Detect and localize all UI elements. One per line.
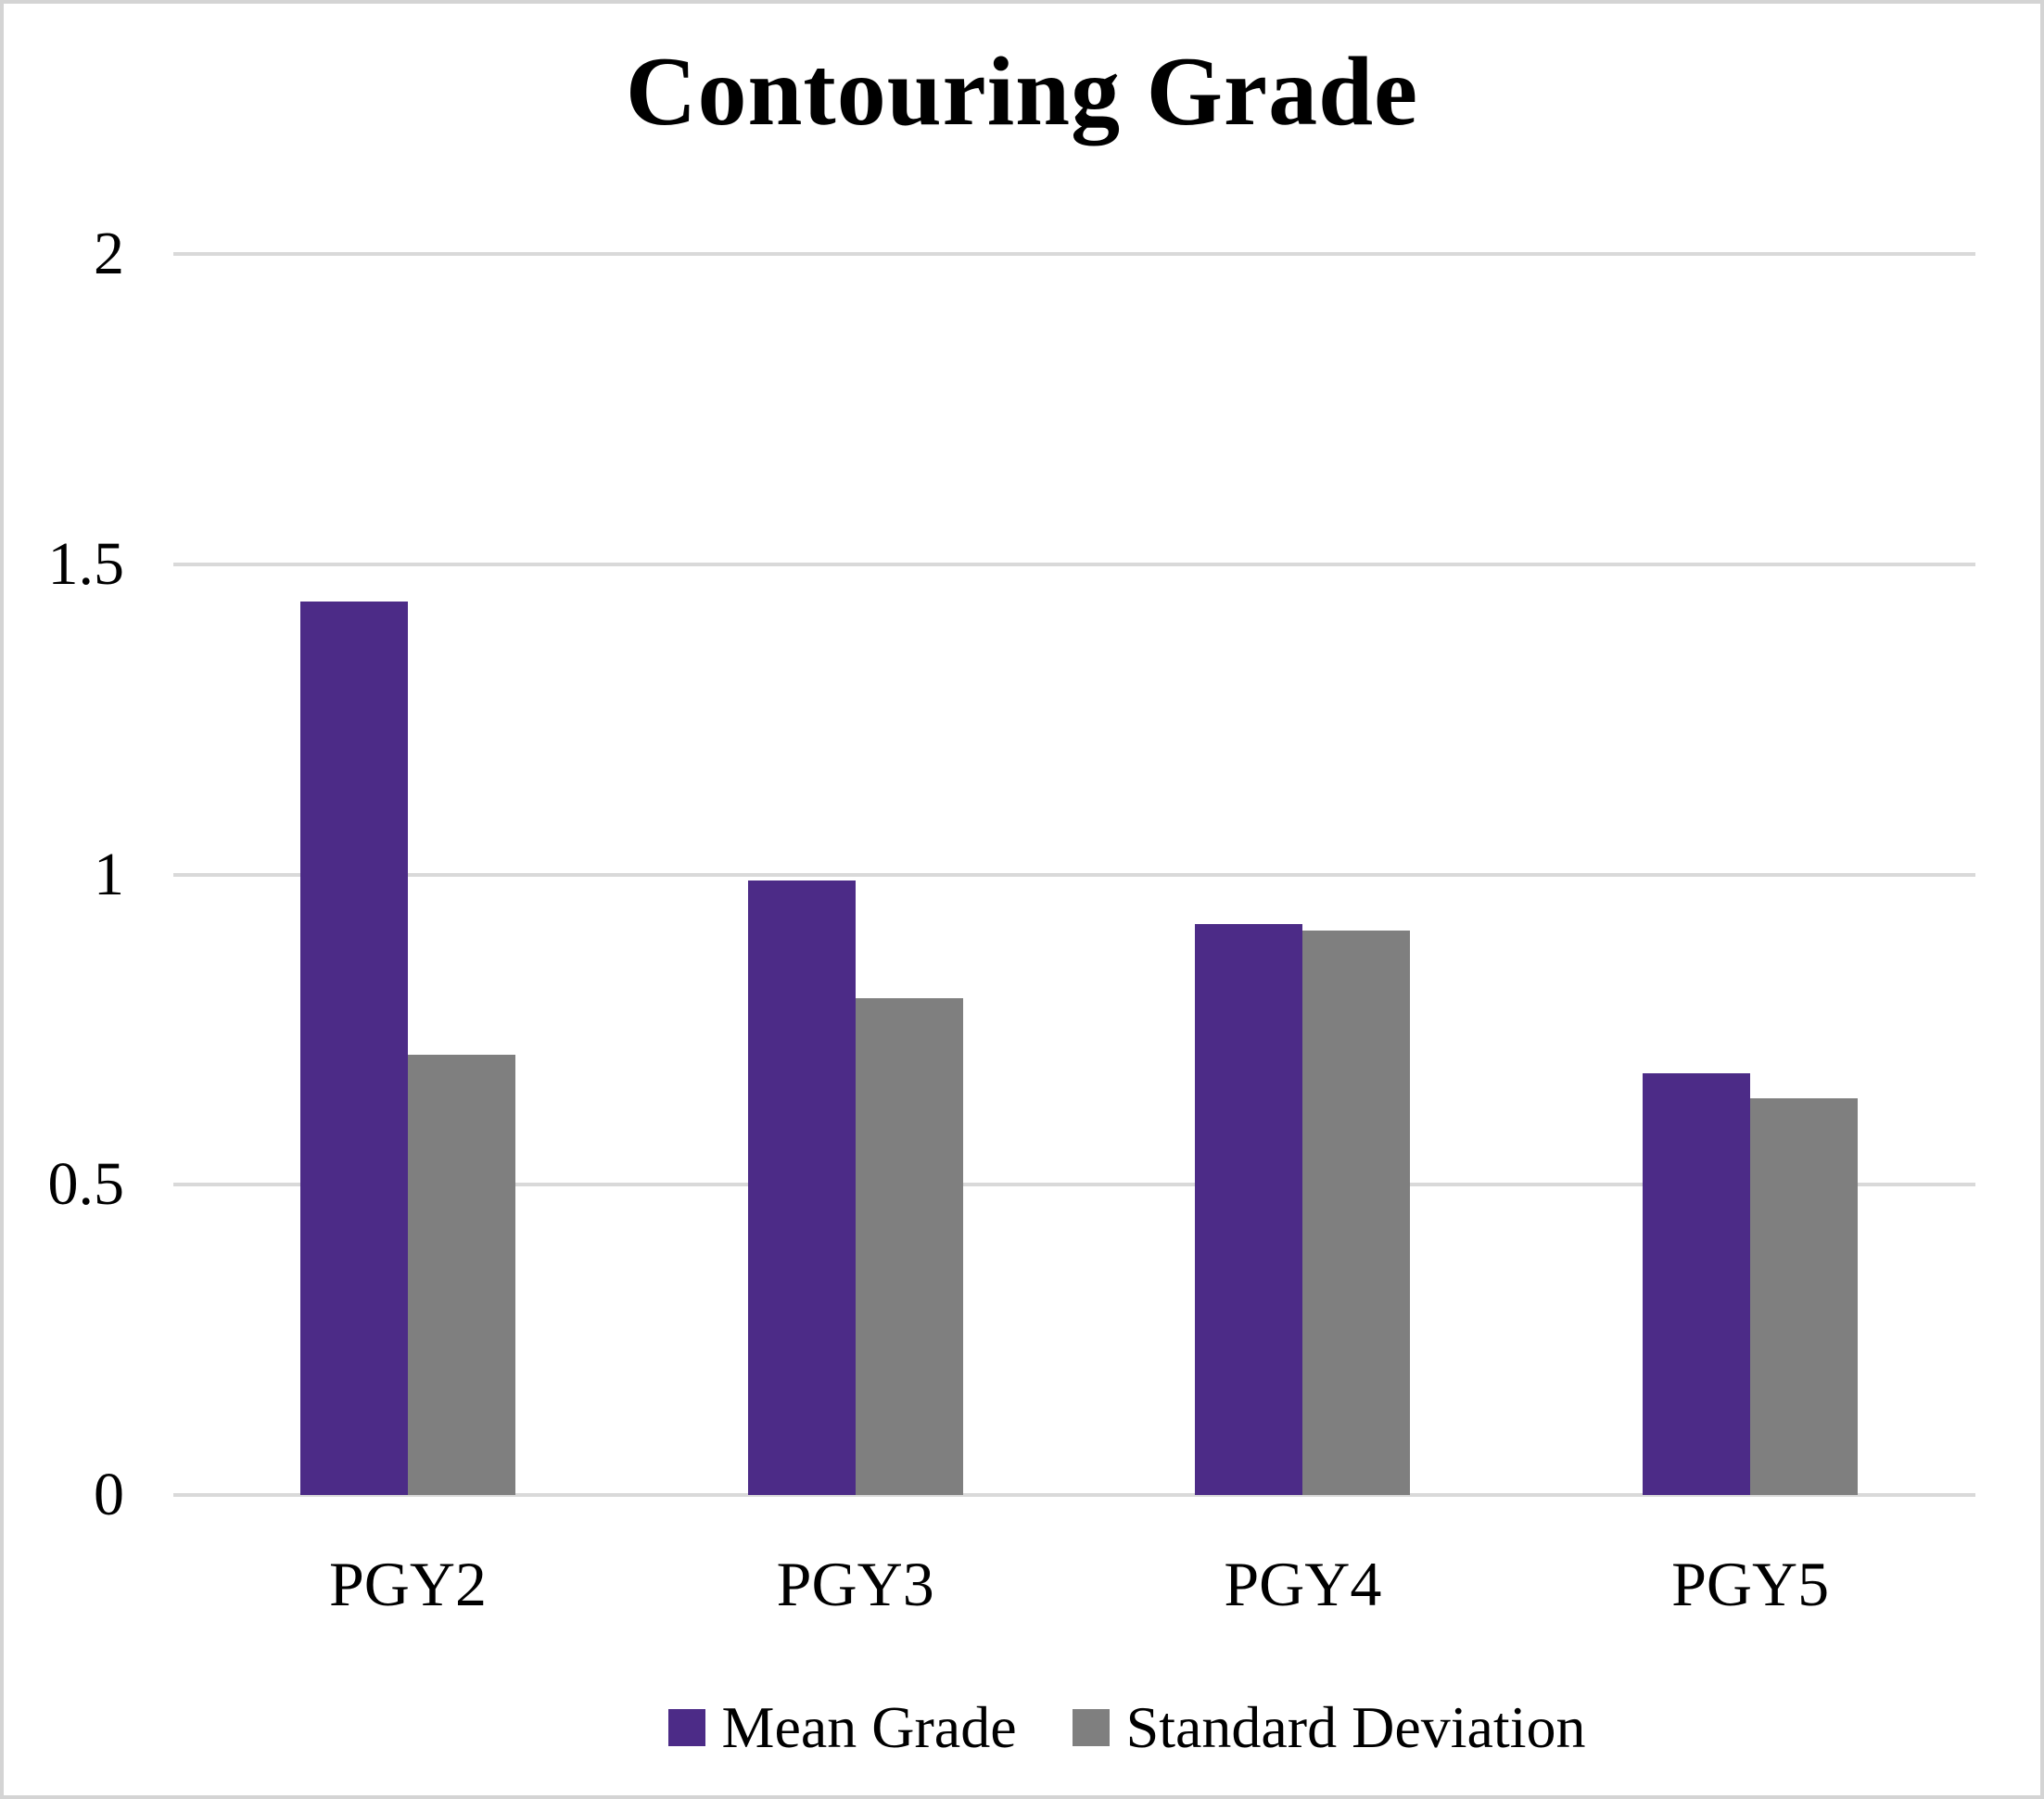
y-tick-label-0: 0 — [94, 1461, 124, 1528]
y-tick-label-1: 1 — [94, 840, 124, 908]
legend-item-mean-grade: Mean Grade — [667, 1686, 1017, 1769]
x-tick-label-pgy5: PGY5 — [1671, 1549, 1830, 1619]
plot-area — [173, 252, 1975, 1497]
legend-swatch-icon — [667, 1709, 705, 1746]
bar-mean-grade-pgy2 — [300, 601, 408, 1495]
legend: Mean Grade Standard Deviation — [108, 1686, 2040, 1769]
gridline-y-1.5 — [173, 562, 1975, 566]
bar-standard-deviation-pgy3 — [855, 998, 963, 1495]
bar-mean-grade-pgy5 — [1643, 1072, 1751, 1495]
y-tick-label-0.5: 0.5 — [47, 1150, 125, 1219]
bar-standard-deviation-pgy2 — [408, 1054, 515, 1495]
legend-swatch-icon — [1072, 1709, 1110, 1746]
legend-label-standard-deviation: Standard Deviation — [1125, 1694, 1586, 1760]
y-tick-label-2: 2 — [94, 220, 124, 287]
legend-label-mean-grade: Mean Grade — [721, 1694, 1017, 1760]
bar-standard-deviation-pgy5 — [1750, 1097, 1859, 1495]
legend-item-standard-deviation: Standard Deviation — [1072, 1686, 1586, 1769]
x-tick-label-pgy4: PGY4 — [1224, 1549, 1382, 1619]
gridline-y-2 — [173, 252, 1975, 256]
gridline-y-1 — [173, 872, 1975, 877]
bar-mean-grade-pgy4 — [1195, 924, 1303, 1495]
bar-mean-grade-pgy3 — [747, 880, 856, 1495]
gridline-y-0.5 — [173, 1183, 1975, 1187]
chart-title: Contouring Grade — [625, 37, 1419, 146]
bar-standard-deviation-pgy4 — [1302, 930, 1411, 1495]
y-tick-label-1.5: 1.5 — [47, 529, 125, 598]
x-tick-label-pgy2: PGY2 — [328, 1549, 488, 1619]
x-tick-label-pgy3: PGY3 — [776, 1549, 934, 1619]
x-axis-line — [173, 1493, 1975, 1497]
